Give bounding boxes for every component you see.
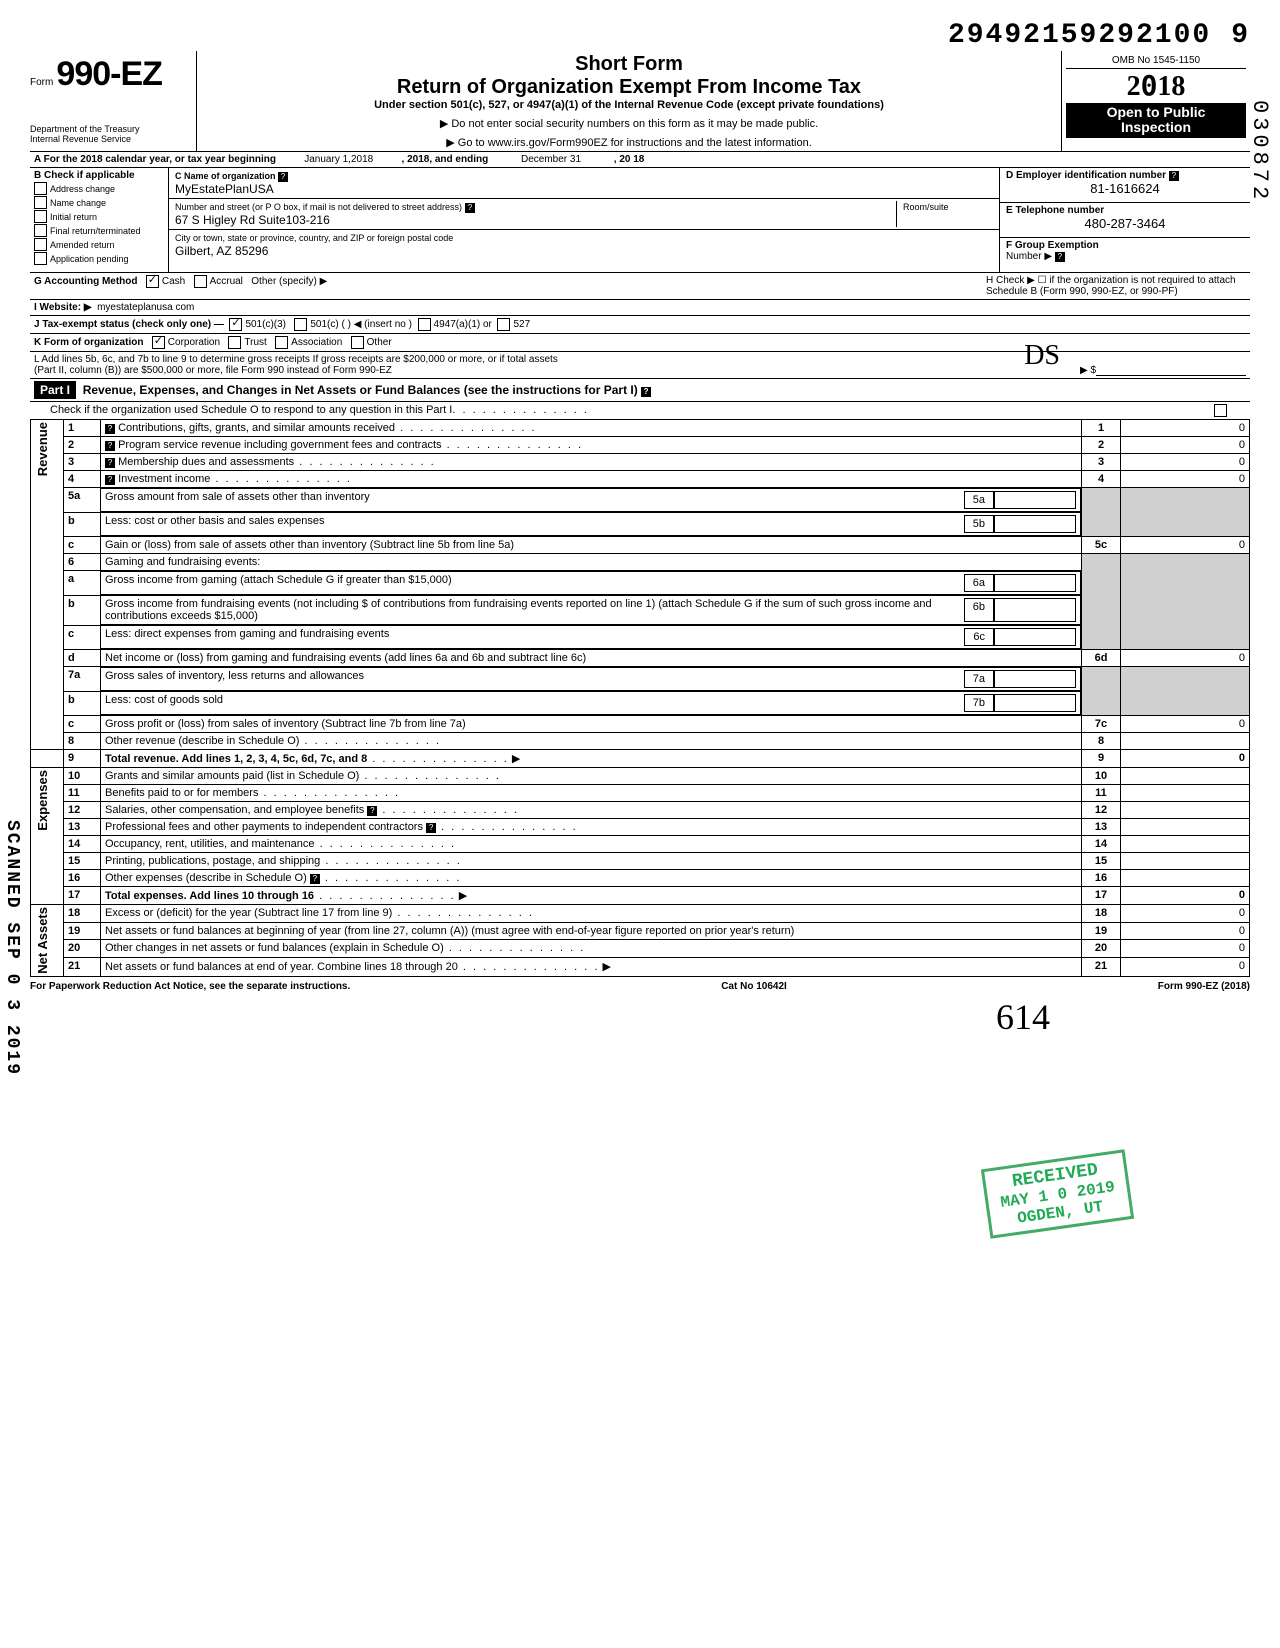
website: myestateplanusa com — [97, 302, 194, 313]
cb-final-return[interactable]: Final return/terminated — [34, 224, 164, 237]
org-name: MyEstatePlanUSA — [175, 182, 274, 196]
form-word: Form — [30, 77, 53, 88]
part1-sub: Check if the organization used Schedule … — [30, 402, 1250, 419]
cb-corp[interactable] — [152, 336, 165, 349]
title-short-form: Short Form — [205, 53, 1053, 76]
cb-address-change[interactable]: Address change — [34, 182, 164, 195]
line-k: K Form of organization Corporation Trust… — [30, 334, 1250, 352]
irs-label: Internal Revenue Service — [30, 134, 190, 144]
received-stamp: RECEIVED MAY 1 0 2019 OGDEN, UT — [981, 1149, 1135, 1239]
dln-number: 294921592921009 — [30, 20, 1250, 51]
org-city: Gilbert, AZ 85296 — [175, 244, 268, 258]
initials-handwritten: DS — [1024, 340, 1060, 372]
cb-527[interactable] — [497, 318, 510, 331]
cb-accrual[interactable] — [194, 275, 207, 288]
section-c: C Name of organization ? MyEstatePlanUSA… — [169, 168, 999, 272]
line-i: I Website: ▶ myestateplanusa com — [30, 300, 1250, 316]
cb-501c[interactable] — [294, 318, 307, 331]
cb-schedule-o[interactable] — [1214, 404, 1227, 417]
omb-number: OMB No 1545-1150 — [1066, 55, 1246, 69]
ssn-warning: ▶ Do not enter social security numbers o… — [205, 117, 1053, 130]
scanned-stamp: SCANNED SEP 0 3 2019 — [2, 820, 22, 1076]
lines-table: Revenue 1? Contributions, gifts, grants,… — [30, 419, 1250, 977]
form-number: 990-EZ — [56, 55, 162, 93]
org-address: 67 S Higley Rd Suite103-216 — [175, 213, 330, 227]
cb-assoc[interactable] — [275, 336, 288, 349]
margin-code: 030872 — [1247, 100, 1272, 203]
header-block: B Check if applicable Address change Nam… — [30, 168, 1250, 273]
phone: 480-287-3464 — [1006, 216, 1244, 231]
line-a: A For the 2018 calendar year, or tax yea… — [30, 152, 1250, 168]
handwritten-note: 614 — [30, 996, 1250, 1038]
cb-501c3[interactable] — [229, 318, 242, 331]
tax-year: 2018 — [1066, 69, 1246, 103]
label-netassets: Net Assets — [35, 907, 50, 974]
line-h: H Check ▶ ☐ if the organization is not r… — [986, 275, 1246, 297]
open-public-badge: Open to PublicInspection — [1066, 103, 1246, 138]
subtitle-section: Under section 501(c), 527, or 4947(a)(1)… — [205, 99, 1053, 111]
section-def: D Employer identification number ? 81-16… — [999, 168, 1250, 272]
label-revenue: Revenue — [35, 422, 50, 476]
line-l: L Add lines 5b, 6c, and 7b to line 9 to … — [30, 352, 1250, 379]
page-footer: For Paperwork Reduction Act Notice, see … — [30, 977, 1250, 996]
ein: 81-1616624 — [1006, 181, 1244, 196]
form-header: Form 990-EZ Department of the Treasury I… — [30, 51, 1250, 152]
cb-name-change[interactable]: Name change — [34, 196, 164, 209]
cb-trust[interactable] — [228, 336, 241, 349]
footer-formref: Form 990-EZ (2018) — [1158, 981, 1250, 992]
line-j: J Tax-exempt status (check only one) — 5… — [30, 316, 1250, 334]
part1-body: RECEIVED MAY 1 0 2019 OGDEN, UT Revenue … — [30, 419, 1250, 977]
cb-application-pending[interactable]: Application pending — [34, 252, 164, 265]
cb-other[interactable] — [351, 336, 364, 349]
section-b: B Check if applicable Address change Nam… — [30, 168, 169, 272]
part1-header: Part I Revenue, Expenses, and Changes in… — [30, 379, 1250, 402]
cb-4947[interactable] — [418, 318, 431, 331]
cb-amended-return[interactable]: Amended return — [34, 238, 164, 251]
cb-cash[interactable] — [146, 275, 159, 288]
label-expenses: Expenses — [35, 770, 50, 831]
goto-link: ▶ Go to www.irs.gov/Form990EZ for instru… — [205, 136, 1053, 149]
cb-initial-return[interactable]: Initial return — [34, 210, 164, 223]
footer-left: For Paperwork Reduction Act Notice, see … — [30, 981, 350, 992]
footer-catno: Cat No 10642I — [721, 981, 787, 992]
dept-treasury: Department of the Treasury — [30, 124, 190, 134]
title-return: Return of Organization Exempt From Incom… — [205, 76, 1053, 99]
line-g-h: G Accounting Method Cash Accrual Other (… — [30, 273, 1250, 300]
